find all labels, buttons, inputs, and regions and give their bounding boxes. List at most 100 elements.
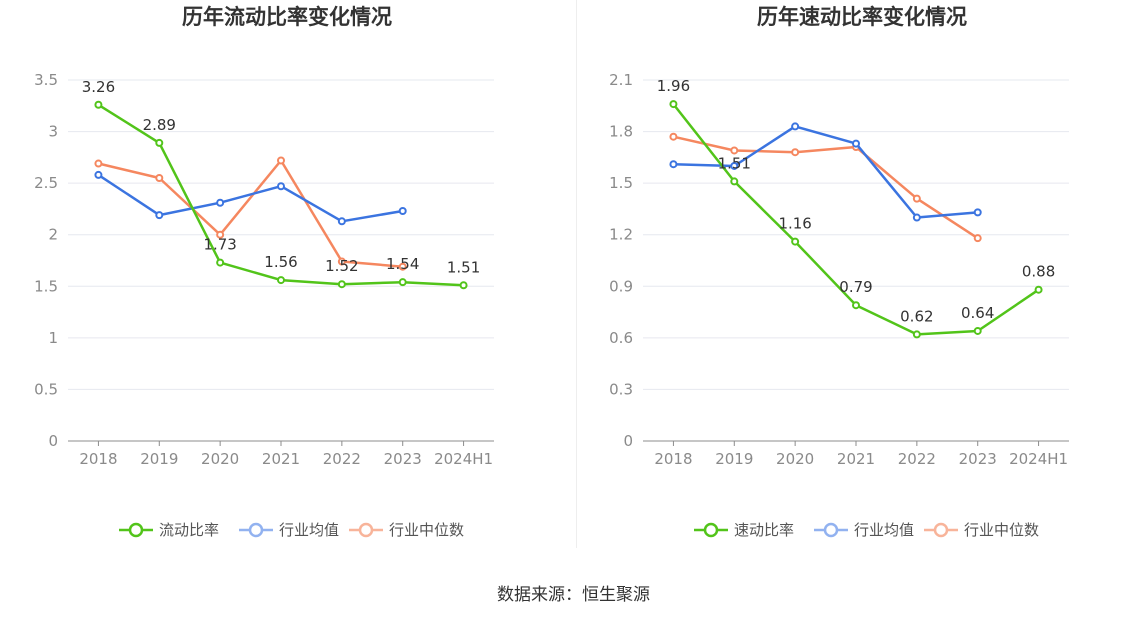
data-point (94, 100, 103, 109)
x-tick-label: 2021 (262, 450, 300, 468)
data-point (973, 234, 982, 243)
y-tick-label: 1 (48, 329, 58, 347)
data-point (398, 278, 407, 287)
y-tick-label: 0 (48, 432, 58, 450)
y-tick-label: 2.1 (609, 71, 633, 89)
series-line (673, 125, 978, 219)
legend-label: 速动比率 (734, 521, 794, 539)
data-point (398, 206, 407, 215)
data-label: 0.62 (900, 307, 933, 325)
legend-label: 行业均值 (854, 521, 914, 539)
quick-ratio-chart: 历年速动比率变化情况 0 0.3 0.6 0.9 1.2 1.5 1.8 2.1 2018 2019… (575, 0, 1147, 560)
data-point (94, 170, 103, 179)
data-point (459, 281, 468, 290)
x-tick-label: 2022 (898, 450, 936, 468)
data-point (155, 211, 164, 220)
data-point (730, 161, 739, 170)
data-label: 0.64 (961, 304, 994, 322)
data-label: 3.26 (82, 78, 115, 96)
y-tick-label: 0.3 (609, 380, 633, 398)
y-tick-label: 0.9 (609, 277, 633, 295)
y-tick-label: 1.5 (609, 174, 633, 192)
legend-swatch-marker (933, 522, 949, 538)
data-point (973, 326, 982, 335)
series-line (672, 103, 1040, 336)
data-point (791, 122, 800, 131)
x-tick-label: 2019 (140, 450, 178, 468)
data-label: 1.96 (657, 77, 690, 95)
series-line (97, 173, 403, 223)
data-point (912, 194, 921, 203)
data-point (852, 139, 860, 148)
data-point (277, 182, 285, 191)
legend-item[interactable]: 行业均值 (239, 521, 339, 539)
x-tick-label: 2023 (384, 450, 422, 468)
x-tick-label: 2020 (201, 450, 239, 468)
data-point (337, 257, 346, 266)
chart-title: 历年流动比率变化情况 (182, 5, 392, 29)
x-tick-label: 2024H1 (1009, 450, 1068, 468)
data-point (337, 280, 346, 289)
data-point (155, 173, 164, 182)
legend-swatch-marker (823, 522, 839, 538)
data-label: 1.54 (386, 255, 419, 273)
legend-swatch-marker (358, 522, 374, 538)
data-point (216, 230, 225, 239)
y-tick-label: 3.5 (34, 71, 58, 89)
y-tick-label: 3 (48, 123, 58, 141)
legend-swatch-marker (703, 522, 719, 538)
x-tick-label: 2022 (323, 450, 361, 468)
quick-ratio-chart-svg: 历年速动比率变化情况 0 0.3 0.6 0.9 1.2 1.5 1.8 2.1 2018 2019… (609, 5, 1069, 539)
data-point (216, 198, 225, 207)
data-point (912, 330, 921, 339)
data-point (94, 159, 103, 168)
data-point (669, 100, 678, 109)
data-point (791, 148, 800, 157)
y-tick-label: 2.5 (34, 174, 58, 192)
data-label: 1.51 (718, 154, 751, 172)
data-point (669, 132, 678, 141)
data-point (730, 177, 739, 186)
legend-swatch-marker (128, 522, 144, 538)
series-line (98, 159, 403, 268)
legend-item[interactable]: 速动比率 (694, 521, 794, 539)
legend-label: 行业中位数 (389, 521, 464, 539)
y-tick-label: 1.2 (609, 226, 633, 244)
data-point (155, 138, 164, 147)
x-tick-label: 2024H1 (434, 450, 493, 468)
data-point (852, 301, 860, 310)
data-point (337, 217, 346, 226)
y-tick-label: 0 (623, 432, 633, 450)
legend-item[interactable]: 流动比率 (119, 521, 219, 539)
data-label: 1.56 (264, 253, 297, 271)
data-point (277, 156, 285, 165)
data-label: 0.79 (839, 278, 872, 296)
y-tick-label: 2 (48, 226, 58, 244)
data-label: 1.52 (325, 257, 358, 275)
legend-item[interactable]: 行业均值 (814, 521, 914, 539)
legend-label: 行业中位数 (964, 521, 1039, 539)
data-source-note: 数据来源：恒生聚源 (497, 585, 650, 605)
legend-label: 行业均值 (279, 521, 339, 539)
x-tick-label: 2019 (715, 450, 753, 468)
legend-item[interactable]: 行业中位数 (349, 521, 464, 539)
data-point (216, 258, 225, 267)
data-label: 1.73 (203, 236, 236, 254)
legend-item[interactable]: 行业中位数 (924, 521, 1039, 539)
panel-divider (576, 0, 577, 548)
data-point (1034, 285, 1043, 294)
y-tick-label: 0.5 (34, 380, 58, 398)
x-tick-label: 2018 (654, 450, 692, 468)
data-label: 1.16 (778, 215, 811, 233)
data-point (277, 276, 285, 285)
data-point (669, 160, 678, 169)
data-label: 0.88 (1022, 263, 1055, 281)
data-point (730, 146, 739, 155)
data-label: 1.51 (447, 258, 480, 276)
data-point (912, 213, 921, 222)
y-tick-label: 1.5 (34, 277, 58, 295)
y-tick-label: 1.8 (609, 123, 633, 141)
data-point (398, 262, 407, 271)
data-point (973, 208, 982, 217)
